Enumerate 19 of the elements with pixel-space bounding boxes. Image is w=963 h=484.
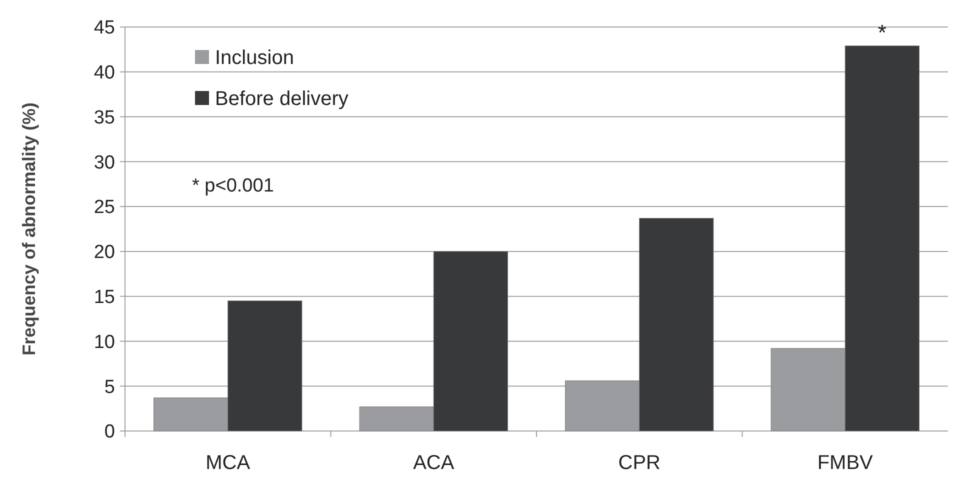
legend-label: Before delivery [215, 88, 348, 110]
y-tick-label: 35 [94, 107, 115, 128]
y-tick-label: 0 [104, 422, 115, 443]
x-tick-label: CPR [618, 452, 660, 474]
legend-label: Inclusion [215, 47, 294, 69]
y-tick-label: 40 [94, 62, 115, 84]
y-tick-label: 20 [94, 242, 115, 264]
y-tick-label: 15 [94, 286, 115, 308]
annotation: * p<0.001 [192, 176, 274, 197]
x-tick-label: MCA [206, 452, 251, 474]
y-tick-label: 45 [94, 18, 115, 39]
y-tick-label: 5 [104, 376, 115, 398]
x-tick-label: ACA [413, 452, 455, 474]
annotation: * [878, 20, 887, 45]
y-axis-title: Frequency of abnormality (%) [19, 102, 39, 356]
x-tick-label: FMBV [817, 452, 874, 474]
y-tick-label: 10 [94, 332, 115, 353]
y-tick-label: 25 [94, 197, 115, 218]
y-tick-label: 30 [94, 152, 115, 174]
